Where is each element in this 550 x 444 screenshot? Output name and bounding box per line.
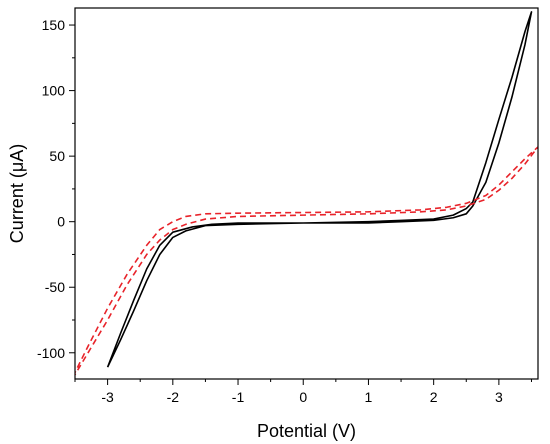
x-tick-label: -3 bbox=[101, 389, 114, 405]
x-axis-title: Potential (V) bbox=[257, 421, 356, 441]
y-tick-label: -50 bbox=[45, 279, 65, 295]
x-tick-label: 1 bbox=[365, 389, 373, 405]
series-line-2 bbox=[75, 146, 538, 377]
x-tick-label: 2 bbox=[430, 389, 438, 405]
y-axis-ticks: -100 -50 0 50 100 150 bbox=[37, 17, 75, 361]
y-tick-label: 150 bbox=[42, 17, 66, 33]
x-axis-ticks: -3 -2 -1 0 1 2 3 bbox=[74, 379, 532, 405]
y-tick-label: 100 bbox=[42, 83, 66, 99]
y-tick-label: 50 bbox=[49, 148, 65, 164]
series-layer bbox=[75, 11, 538, 377]
plot-frame bbox=[74, 7, 539, 380]
x-tick-label: -2 bbox=[167, 389, 180, 405]
x-tick-label: -1 bbox=[232, 389, 245, 405]
x-tick-label: 0 bbox=[299, 389, 307, 405]
y-tick-label: -100 bbox=[37, 345, 65, 361]
series-line-1 bbox=[106, 11, 533, 368]
x-tick-label: 3 bbox=[495, 389, 503, 405]
y-tick-label: 0 bbox=[57, 214, 65, 230]
y-axis-title: Current (μA) bbox=[7, 144, 27, 243]
